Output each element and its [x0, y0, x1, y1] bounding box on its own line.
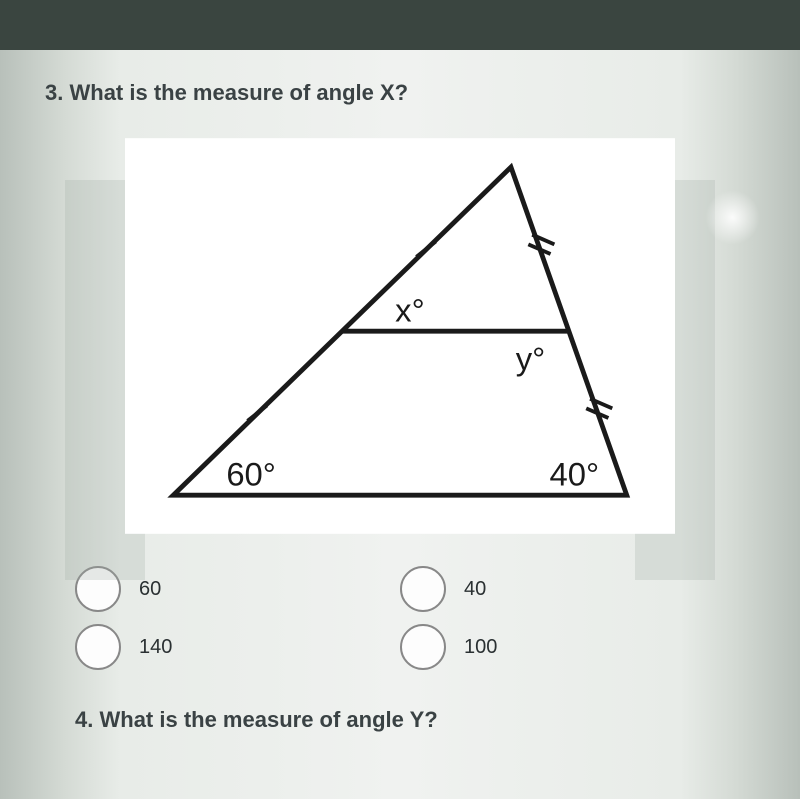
angle-x-label: x°	[395, 292, 425, 329]
radio-icon[interactable]	[400, 566, 446, 612]
question-3-text: 3. What is the measure of angle X?	[45, 80, 755, 106]
option-label: 40	[464, 578, 486, 601]
option-label: 60	[139, 578, 161, 601]
radio-icon[interactable]	[400, 624, 446, 670]
angle-40-label: 40°	[550, 456, 600, 493]
question-number: 3.	[45, 80, 63, 105]
question-prompt: What is the measure of angle Y?	[99, 707, 437, 732]
option-100[interactable]: 100	[400, 624, 725, 670]
camera-glare	[705, 190, 760, 245]
angle-y-label: y°	[516, 340, 546, 377]
top-dark-bar	[0, 0, 800, 50]
triangle-diagram: 60° 40° x° y°	[125, 136, 675, 536]
angle-60-label: 60°	[226, 456, 276, 493]
option-140[interactable]: 140	[75, 624, 400, 670]
question-4-text: 4. What is the measure of angle Y?	[45, 707, 755, 733]
option-label: 140	[139, 636, 172, 659]
radio-icon[interactable]	[75, 624, 121, 670]
question-prompt: What is the measure of angle X?	[69, 80, 408, 105]
question-number: 4.	[75, 707, 93, 732]
answer-options: 60 40 140 100	[45, 566, 755, 682]
option-label: 100	[464, 636, 497, 659]
